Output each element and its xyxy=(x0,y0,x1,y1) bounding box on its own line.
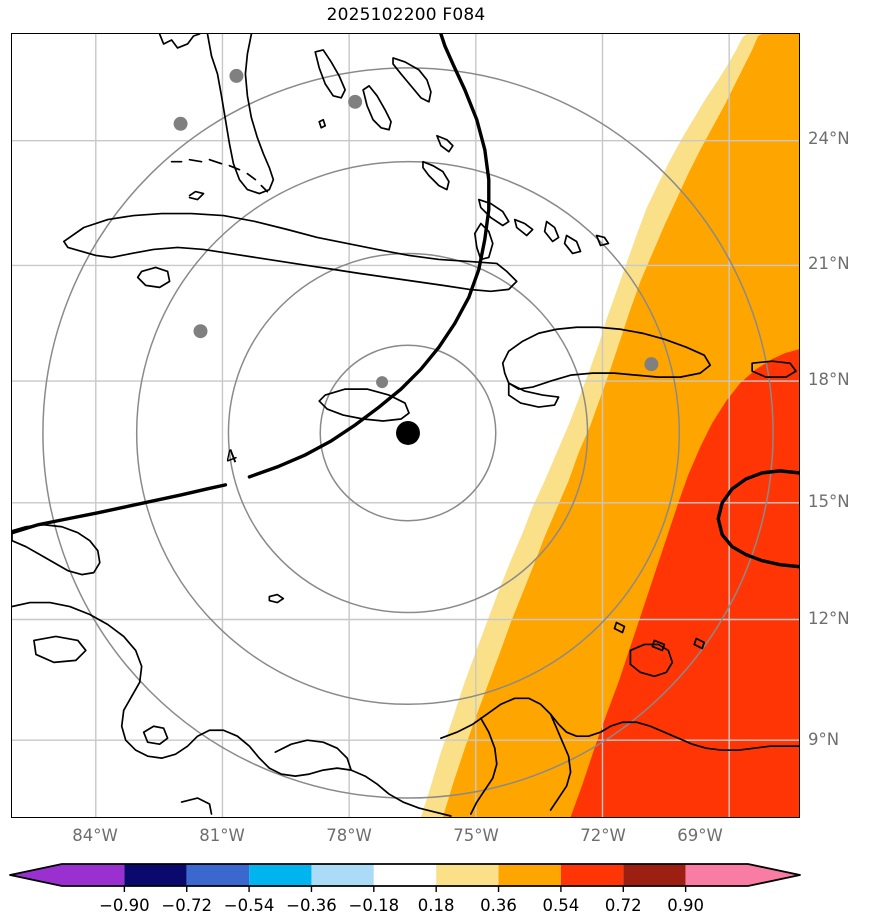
range-ring-4 xyxy=(42,67,774,799)
colorbar-outline xyxy=(9,863,801,887)
colorbar-segments xyxy=(10,864,800,886)
city-marker xyxy=(229,68,244,83)
colorbar-segment xyxy=(498,864,561,886)
coastline-lake-nicaragua xyxy=(33,635,87,664)
map-panel[interactable]: 4 xyxy=(11,33,800,818)
coastline-magdalena xyxy=(469,717,498,815)
coastline-panama-bend xyxy=(274,739,352,771)
coastline-bahamas-10 xyxy=(563,234,582,255)
coastline-honduras-inner xyxy=(142,725,169,746)
colorbar-canvas[interactable] xyxy=(0,860,873,900)
colorbar-tick-label: −0.18 xyxy=(348,896,400,915)
coastline-bahamas-7 xyxy=(473,222,494,261)
coastline-florida-keys xyxy=(188,190,205,201)
lon-tick-84w: 84°W xyxy=(72,826,118,845)
coastline-bahamas-3 xyxy=(392,57,432,103)
coastline-hispaniola-sw xyxy=(507,382,560,408)
colorbar-tick-label: −0.72 xyxy=(161,896,213,915)
lat-tick-21n: 21°N xyxy=(808,254,850,273)
coastlines xyxy=(12,34,799,817)
shaded-band-054 xyxy=(570,349,799,817)
colorbar-tick-label: 0.36 xyxy=(480,896,517,915)
colorbar-tick-label: 0.54 xyxy=(542,896,580,915)
coastline-bahamas-9 xyxy=(543,220,560,243)
colorbar-segment xyxy=(124,864,187,886)
range-rings xyxy=(42,67,774,799)
range-ring-1 xyxy=(319,344,497,522)
coastline-turks xyxy=(318,118,327,129)
colorbar-tick-label: −0.54 xyxy=(223,896,275,915)
city-marker xyxy=(644,357,659,372)
line-contour-4-left xyxy=(12,483,228,535)
page-title: 2025102200 F084 xyxy=(326,5,486,25)
coastline-centralamerica xyxy=(12,601,452,817)
lon-tick-72w: 72°W xyxy=(580,826,626,845)
coastline-bahamas-11 xyxy=(595,234,610,247)
lon-tick-75w: 75°W xyxy=(453,826,499,845)
colorbar-segment xyxy=(10,864,125,886)
coastline-bahamas-2 xyxy=(362,85,392,131)
coastline-cuba xyxy=(63,212,518,293)
map-canvas[interactable]: 4 xyxy=(12,34,799,817)
coastline-bahamas-4 xyxy=(422,160,450,191)
city-marker xyxy=(348,94,363,109)
filled-contour-shading xyxy=(420,34,799,817)
colorbar-tick-label: 0.72 xyxy=(604,896,642,915)
graticule-grid xyxy=(12,34,799,817)
line-contour-4-right xyxy=(247,34,491,479)
colorbar-segment xyxy=(623,864,686,886)
coastline-keys-chain xyxy=(170,158,269,193)
colorbar-tick-label: 0.18 xyxy=(417,896,455,915)
coastline-florida xyxy=(158,34,275,195)
colorbar-ticks xyxy=(123,886,687,892)
lat-tick-15n: 15°N xyxy=(808,492,850,511)
colorbar-segment xyxy=(311,864,374,886)
colorbar-segment xyxy=(186,864,250,886)
coastline-colombia-inland xyxy=(549,713,572,811)
colorbar-tick-label: 0.90 xyxy=(667,896,704,915)
lat-tick-24n: 24°N xyxy=(808,129,850,148)
coastline-colombia xyxy=(440,697,799,752)
coastline-isthmus xyxy=(180,797,213,815)
coastline-cuba-isla xyxy=(136,266,171,289)
coastline-bahamas-1 xyxy=(314,49,347,99)
storm-center-marker[interactable] xyxy=(396,421,420,445)
contour-label-4: 4 xyxy=(222,445,241,470)
lon-tick-69w: 69°W xyxy=(677,826,723,845)
coastline-bahamas-5 xyxy=(436,134,454,153)
lon-tick-78w: 78°W xyxy=(326,826,372,845)
lat-tick-18n: 18°N xyxy=(808,370,850,389)
line-contours xyxy=(12,34,799,569)
city-marker xyxy=(193,324,208,339)
coastline-jamaica xyxy=(318,388,410,422)
city-marker xyxy=(173,116,188,131)
coastline-bahamas-8 xyxy=(513,218,534,237)
city-markers xyxy=(173,68,659,389)
coastline-venezuela-gulf xyxy=(629,643,674,678)
range-ring-2 xyxy=(227,252,589,614)
colorbar[interactable]: −0.90 −0.72 −0.54 −0.36 −0.18 0.18 0.36 0.54 0.7… xyxy=(0,860,873,924)
city-marker xyxy=(376,376,389,389)
colorbar-tick-label: −0.36 xyxy=(286,896,337,915)
lon-tick-81w: 81°W xyxy=(199,826,245,845)
coastline-cayman xyxy=(268,593,285,604)
colorbar-segment xyxy=(373,864,437,886)
range-ring-3 xyxy=(135,160,681,706)
line-contour-inner xyxy=(716,469,799,569)
lat-tick-9n: 9°N xyxy=(808,730,840,749)
colorbar-segment xyxy=(249,864,312,886)
colorbar-segment xyxy=(436,864,499,886)
coastline-curacao xyxy=(651,639,666,652)
coastline-bonaire xyxy=(693,637,706,650)
lat-tick-12n: 12°N xyxy=(808,609,850,628)
coastline-yucatan xyxy=(12,523,101,576)
colorbar-segment xyxy=(560,864,624,886)
colorbar-tick-label: −0.90 xyxy=(99,896,150,915)
colorbar-segment xyxy=(685,864,800,886)
coastline-aruba xyxy=(613,621,626,634)
coastline-bahamas-6 xyxy=(477,198,510,227)
coastline-puerto-rico xyxy=(751,360,797,378)
